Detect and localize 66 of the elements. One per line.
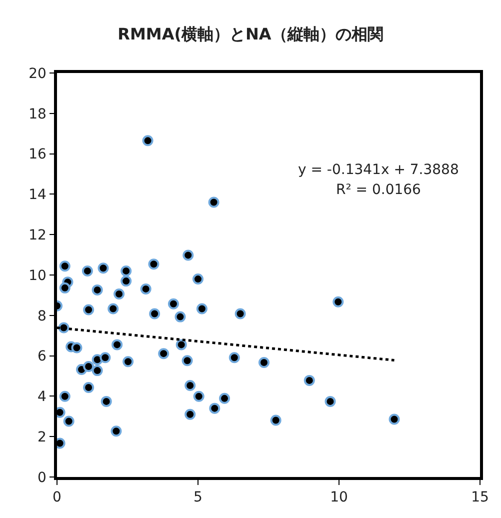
point: [209, 402, 220, 414]
annotation: R² = 0.0166: [336, 182, 422, 198]
y-tick-label: 14: [28, 187, 47, 204]
point: [100, 352, 111, 364]
point: [112, 339, 123, 350]
point: [92, 284, 103, 296]
x-tick-label: 5: [194, 490, 202, 506]
point: [58, 322, 70, 334]
point: [100, 396, 112, 407]
point: [63, 416, 74, 427]
y-tick-label: 4: [38, 389, 47, 406]
point: [196, 303, 208, 314]
point: [182, 250, 194, 261]
point: [83, 382, 94, 394]
point: [258, 356, 270, 368]
y-tick-label: 2: [38, 430, 46, 446]
point: [120, 265, 132, 276]
point: [192, 274, 204, 285]
point: [270, 414, 282, 426]
y-tick-label: 18: [28, 106, 46, 122]
point: [149, 308, 160, 320]
y-tick-label: 6: [38, 348, 47, 365]
point: [388, 414, 400, 425]
point: [108, 303, 119, 314]
point: [182, 355, 193, 366]
point: [174, 311, 186, 322]
point: [158, 348, 170, 360]
point: [83, 304, 94, 316]
y-tick-label: 0: [38, 470, 46, 486]
point: [59, 282, 70, 294]
annotation: y = -0.1341x + 7.3888: [298, 162, 459, 178]
point: [176, 339, 187, 350]
point: [92, 365, 103, 376]
point: [168, 298, 179, 310]
point: [120, 276, 132, 287]
x-tick-label: 0: [52, 490, 62, 506]
x-tick-label: 10: [330, 490, 348, 506]
chart-title: RMMA(横軸）とNA（縦軸）の相関: [118, 24, 384, 44]
point: [234, 308, 246, 320]
point: [59, 390, 70, 402]
point: [59, 260, 70, 272]
point: [140, 283, 152, 294]
y-tick-label: 20: [28, 66, 46, 82]
point: [208, 196, 220, 208]
point: [228, 352, 240, 364]
point: [219, 392, 230, 404]
point: [114, 288, 125, 300]
point: [122, 356, 134, 368]
y-tick-label: 10: [28, 268, 46, 284]
point: [184, 380, 196, 391]
y-tick-label: 16: [28, 146, 47, 163]
point: [324, 396, 336, 407]
y-tick-label: 12: [28, 228, 46, 244]
point: [184, 408, 196, 420]
point: [83, 361, 94, 372]
point: [142, 135, 154, 146]
point: [193, 390, 204, 402]
point: [332, 296, 344, 308]
point: [304, 374, 315, 386]
point: [110, 426, 122, 437]
point: [71, 342, 82, 354]
y-tick-label: 8: [38, 308, 46, 324]
point: [148, 258, 160, 270]
point: [82, 265, 93, 276]
x-tick-label: 15: [471, 490, 489, 506]
point: [98, 262, 109, 274]
